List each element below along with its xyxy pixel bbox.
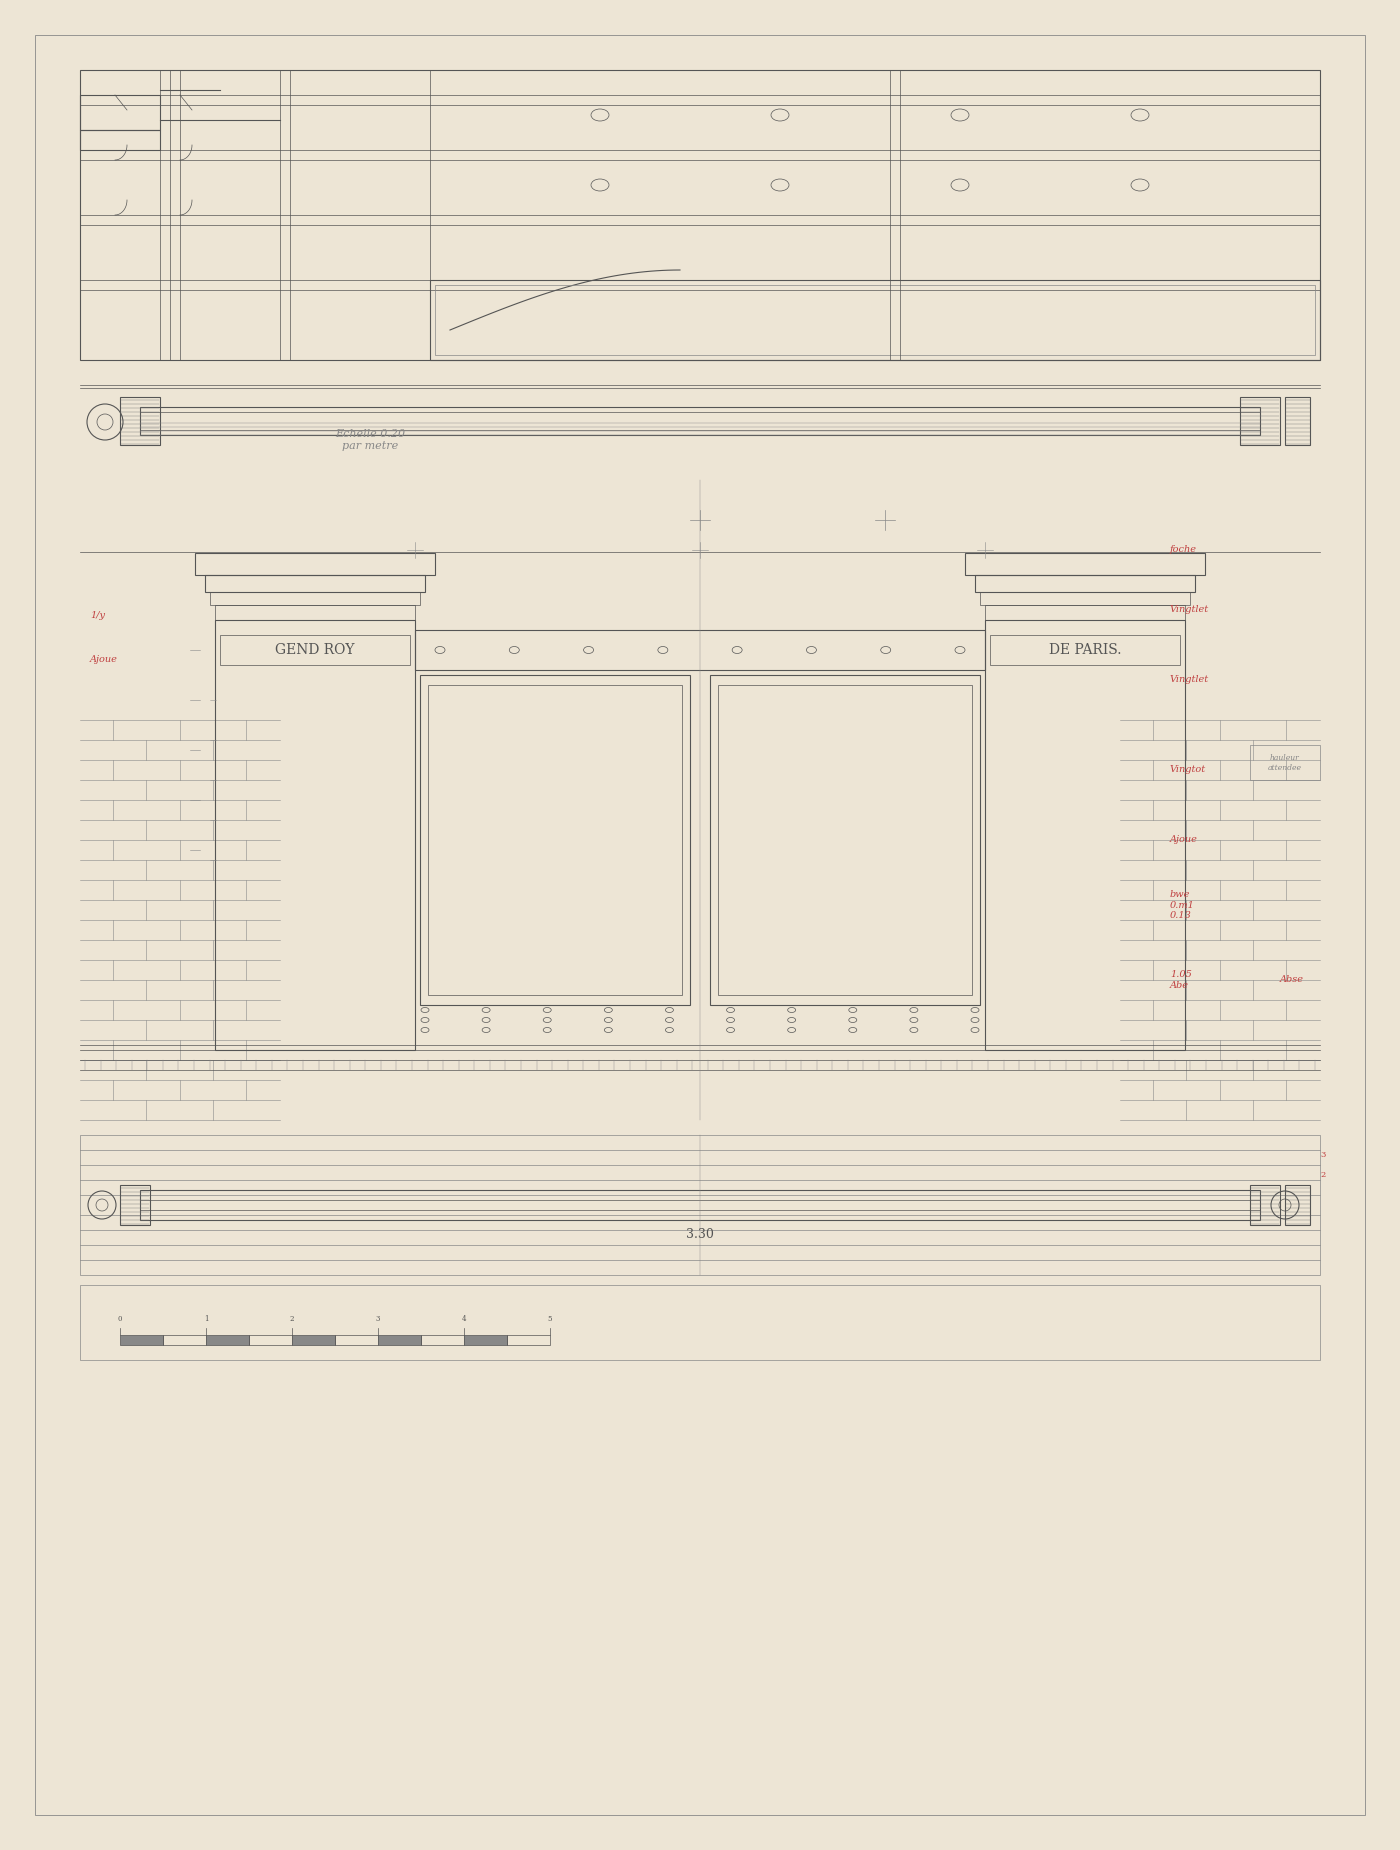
Bar bbox=[965, 553, 1205, 575]
Bar bbox=[974, 575, 1196, 592]
Text: 2: 2 bbox=[290, 1315, 294, 1323]
Text: 3.30: 3.30 bbox=[686, 1228, 714, 1241]
Bar bbox=[293, 1336, 335, 1345]
Bar bbox=[986, 605, 1184, 620]
Bar bbox=[507, 1336, 550, 1345]
Bar bbox=[378, 1336, 421, 1345]
Text: Ajoue: Ajoue bbox=[90, 655, 118, 664]
Bar bbox=[414, 631, 986, 670]
Bar bbox=[216, 605, 414, 620]
Text: 1.05
Abe: 1.05 Abe bbox=[1170, 969, 1191, 990]
Bar bbox=[140, 1190, 1260, 1219]
Bar bbox=[220, 635, 410, 664]
Bar bbox=[428, 684, 682, 995]
Bar bbox=[195, 553, 435, 575]
Bar bbox=[249, 1336, 293, 1345]
Text: —: — bbox=[210, 777, 217, 783]
Text: Vingtlet: Vingtlet bbox=[1170, 675, 1210, 684]
Text: Ajoue: Ajoue bbox=[1170, 836, 1198, 844]
Text: foche: foche bbox=[1170, 546, 1197, 555]
Bar bbox=[1250, 1186, 1280, 1225]
Text: 1: 1 bbox=[204, 1315, 209, 1323]
Bar bbox=[80, 1286, 1320, 1360]
Bar bbox=[1240, 398, 1280, 446]
Bar bbox=[986, 620, 1184, 1051]
Bar bbox=[162, 1336, 206, 1345]
Bar bbox=[420, 675, 690, 1005]
Bar bbox=[204, 575, 426, 592]
Bar bbox=[80, 94, 160, 130]
Bar bbox=[435, 285, 1315, 355]
Text: 1/y: 1/y bbox=[90, 610, 105, 620]
Bar bbox=[718, 684, 972, 995]
Text: —: — bbox=[210, 857, 217, 862]
Text: Abse: Abse bbox=[1280, 975, 1303, 984]
Bar bbox=[216, 620, 414, 1051]
Bar bbox=[1285, 398, 1310, 446]
Text: Echelle 0.20
par metre: Echelle 0.20 par metre bbox=[335, 429, 405, 451]
Bar bbox=[140, 407, 1260, 435]
Text: —: — bbox=[210, 818, 217, 823]
Bar bbox=[421, 1336, 463, 1345]
Text: 2: 2 bbox=[1320, 1171, 1326, 1178]
Bar bbox=[990, 635, 1180, 664]
Text: 3: 3 bbox=[375, 1315, 381, 1323]
Text: Vingtot: Vingtot bbox=[1170, 766, 1207, 775]
Text: —: — bbox=[210, 697, 217, 703]
Bar bbox=[80, 130, 160, 150]
Text: 0: 0 bbox=[118, 1315, 122, 1323]
Bar bbox=[463, 1336, 507, 1345]
Bar bbox=[1285, 1186, 1310, 1225]
Bar bbox=[80, 70, 1320, 361]
Bar bbox=[710, 675, 980, 1005]
Bar bbox=[120, 1186, 150, 1225]
Text: 3: 3 bbox=[1320, 1151, 1326, 1158]
Bar bbox=[1250, 746, 1320, 781]
Bar bbox=[430, 279, 1320, 361]
Text: hauleur
attendee: hauleur attendee bbox=[1268, 755, 1302, 771]
Text: DE PARIS.: DE PARIS. bbox=[1049, 644, 1121, 657]
Bar bbox=[210, 592, 420, 605]
Bar bbox=[206, 1336, 249, 1345]
Bar bbox=[120, 398, 160, 446]
Text: 5: 5 bbox=[547, 1315, 552, 1323]
Bar bbox=[980, 592, 1190, 605]
Bar bbox=[80, 1136, 1320, 1275]
Text: bwe
0.m1
0.13: bwe 0.m1 0.13 bbox=[1170, 890, 1194, 919]
Text: Vingtlet: Vingtlet bbox=[1170, 605, 1210, 614]
Text: GEND ROY: GEND ROY bbox=[276, 644, 354, 657]
Bar bbox=[120, 1336, 162, 1345]
Text: —: — bbox=[210, 736, 217, 744]
Text: 4: 4 bbox=[462, 1315, 466, 1323]
Bar bbox=[335, 1336, 378, 1345]
